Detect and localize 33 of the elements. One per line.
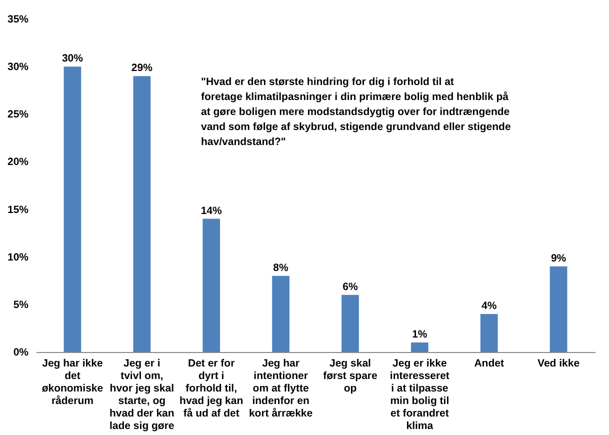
data-label: 9% — [550, 252, 567, 264]
y-tick-label: 20% — [7, 156, 30, 168]
data-label: 29% — [131, 62, 154, 74]
bar — [272, 276, 290, 352]
x-tick-label: Jeg har intentioner om at flytte indenfor en kort årrække — [248, 358, 313, 420]
bar — [202, 218, 220, 352]
bar — [64, 66, 82, 352]
bar — [133, 76, 151, 352]
y-tick-label: 25% — [7, 108, 30, 121]
annotation: "Hvad er den største hindring for dig i forhold til at foretage klimatilpasninger i din primære bolig med henblik på at gøre boligen mere modstandsdygtig over for indtrængende vand som følge af skybrud, stigende grundvand eller stigende hav/vandstand?" — [201, 76, 511, 148]
bar — [550, 266, 568, 352]
data-label: 14% — [200, 204, 223, 217]
x-tick-label: Ved ikke — [538, 358, 580, 370]
y-tick-label: 10% — [7, 251, 30, 264]
data-label: 30% — [62, 52, 84, 65]
x-tick-label: Andet — [474, 358, 504, 370]
y-tick-label: 35% — [7, 14, 30, 26]
y-tick-label: 30% — [7, 61, 30, 74]
x-tick-label: Jeg er ikke interesseret i at tilpasse min bolig til et forandret klima — [390, 358, 450, 432]
bar — [342, 294, 359, 352]
x-tick-label: Det er for dyrt i forhold til, hvad jeg kan få ud af det — [180, 358, 244, 420]
y-tick-label: 15% — [7, 204, 30, 216]
x-tick-label: Jeg er i tvivl om, hvor jeg skal starte, og hvad der kan lade sig gøre — [110, 358, 174, 432]
x-tick-label: Jeg har ikke det økonomiske råderum — [42, 358, 104, 407]
x-tick-label: Jeg skal først spare op — [323, 358, 378, 394]
bar — [410, 342, 428, 352]
data-label: 4% — [482, 300, 498, 312]
bar — [480, 314, 498, 352]
y-tick-label: 0% — [13, 346, 30, 358]
y-tick-label: 5% — [13, 298, 30, 311]
data-label: 6% — [342, 280, 358, 293]
data-label: 8% — [273, 262, 290, 274]
data-label: 1% — [412, 328, 428, 340]
